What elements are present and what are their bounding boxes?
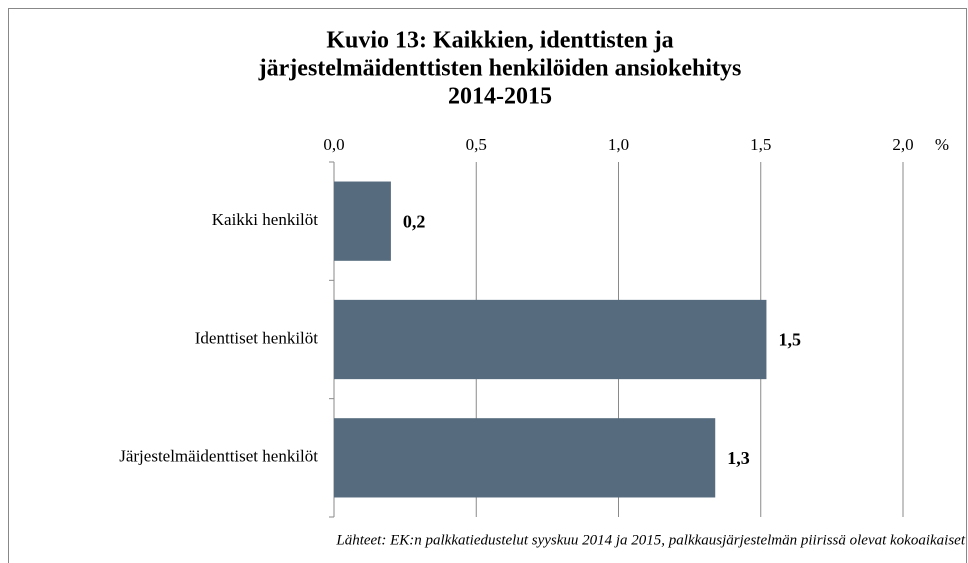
- x-tick-label: 2,0: [892, 135, 913, 154]
- bar: [334, 418, 716, 498]
- value-label: 1,5: [778, 330, 801, 350]
- x-tick-label: 0,0: [323, 135, 344, 154]
- source-note: Lähteet: EK:n palkkatiedustelut syyskuu …: [335, 532, 965, 548]
- y-tick-label: Identtiset henkilöt: [195, 328, 319, 347]
- frame: [8, 8, 967, 563]
- chart-title: Kuvio 13: Kaikkien, identtisten ja: [326, 28, 673, 54]
- y-tick-label: Kaikki henkilöt: [212, 210, 319, 229]
- chart-title: 2014-2015: [448, 84, 552, 110]
- x-axis-label: %: [935, 135, 949, 154]
- value-label: 0,2: [403, 211, 426, 231]
- bar: [334, 299, 767, 380]
- value-label: 1,3: [727, 448, 750, 468]
- x-tick-label: 1,0: [608, 135, 629, 154]
- x-tick-label: 0,5: [466, 135, 487, 154]
- chart-title: järjestelmäidenttisten henkilöiden ansio…: [258, 56, 742, 82]
- x-tick-label: 1,5: [750, 135, 771, 154]
- y-tick-label: Järjestelmäidenttiset henkilöt: [119, 447, 318, 466]
- bar: [334, 181, 391, 261]
